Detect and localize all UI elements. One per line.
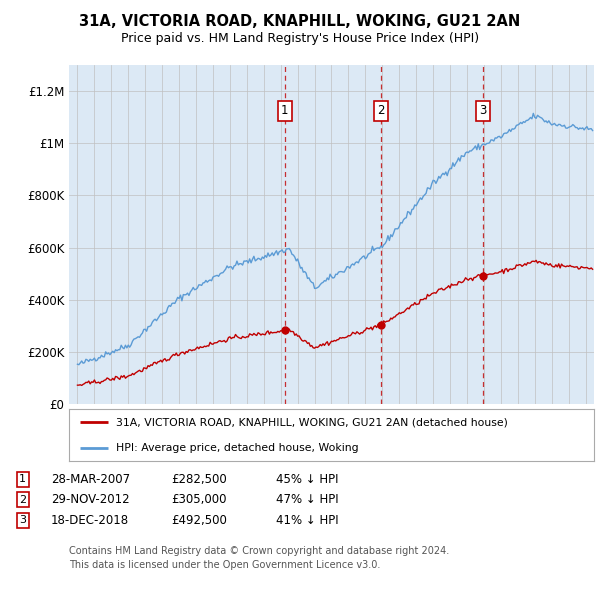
- Text: 2: 2: [377, 104, 385, 117]
- Text: 18-DEC-2018: 18-DEC-2018: [51, 514, 129, 527]
- Text: £492,500: £492,500: [171, 514, 227, 527]
- Text: 3: 3: [19, 516, 26, 525]
- Text: 47% ↓ HPI: 47% ↓ HPI: [276, 493, 338, 506]
- Text: 28-MAR-2007: 28-MAR-2007: [51, 473, 130, 486]
- Text: HPI: Average price, detached house, Woking: HPI: Average price, detached house, Woki…: [116, 444, 359, 453]
- Text: £305,000: £305,000: [171, 493, 227, 506]
- Text: 31A, VICTORIA ROAD, KNAPHILL, WOKING, GU21 2AN (detached house): 31A, VICTORIA ROAD, KNAPHILL, WOKING, GU…: [116, 418, 508, 427]
- Text: Contains HM Land Registry data © Crown copyright and database right 2024.
This d: Contains HM Land Registry data © Crown c…: [69, 546, 449, 570]
- Text: 41% ↓ HPI: 41% ↓ HPI: [276, 514, 338, 527]
- Text: 1: 1: [281, 104, 289, 117]
- Text: 2: 2: [19, 495, 26, 504]
- Text: 1: 1: [19, 474, 26, 484]
- Text: 31A, VICTORIA ROAD, KNAPHILL, WOKING, GU21 2AN: 31A, VICTORIA ROAD, KNAPHILL, WOKING, GU…: [79, 14, 521, 29]
- Text: 3: 3: [479, 104, 487, 117]
- Text: 29-NOV-2012: 29-NOV-2012: [51, 493, 130, 506]
- Text: £282,500: £282,500: [171, 473, 227, 486]
- Text: Price paid vs. HM Land Registry's House Price Index (HPI): Price paid vs. HM Land Registry's House …: [121, 32, 479, 45]
- Text: 45% ↓ HPI: 45% ↓ HPI: [276, 473, 338, 486]
